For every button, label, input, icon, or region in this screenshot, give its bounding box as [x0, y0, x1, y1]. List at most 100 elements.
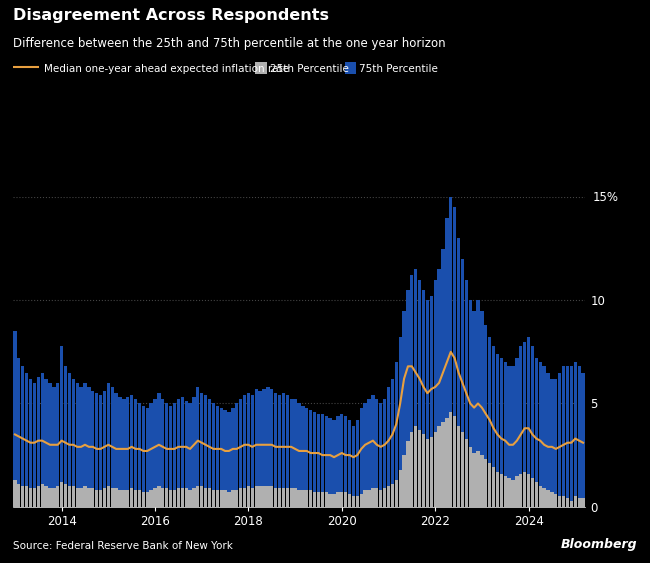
Bar: [515, 358, 519, 507]
Bar: [402, 455, 406, 507]
Bar: [32, 488, 36, 507]
Bar: [508, 478, 511, 507]
Bar: [519, 473, 523, 507]
Bar: [185, 401, 188, 507]
Bar: [220, 408, 223, 507]
Bar: [200, 393, 203, 507]
Bar: [212, 490, 215, 507]
Bar: [173, 490, 176, 507]
Bar: [235, 490, 239, 507]
Bar: [340, 414, 343, 507]
Text: 25th Percentile: 25th Percentile: [270, 64, 348, 74]
Bar: [150, 490, 153, 507]
Bar: [17, 358, 21, 507]
Bar: [282, 488, 285, 507]
Bar: [344, 416, 347, 507]
Bar: [48, 488, 51, 507]
Bar: [255, 486, 258, 507]
Bar: [523, 342, 526, 507]
Bar: [130, 395, 133, 507]
Bar: [383, 488, 386, 507]
Bar: [512, 480, 515, 507]
Bar: [239, 488, 242, 507]
Bar: [36, 377, 40, 507]
Bar: [414, 269, 417, 507]
Bar: [422, 435, 425, 507]
Bar: [247, 393, 250, 507]
Bar: [504, 476, 507, 507]
Bar: [344, 492, 347, 507]
Bar: [523, 472, 526, 507]
Bar: [375, 399, 378, 507]
Bar: [181, 397, 184, 507]
Bar: [465, 280, 468, 507]
Bar: [535, 358, 538, 507]
Bar: [25, 486, 28, 507]
Bar: [153, 488, 157, 507]
Bar: [457, 426, 460, 507]
Bar: [488, 463, 491, 507]
Bar: [161, 399, 164, 507]
Bar: [371, 488, 374, 507]
Bar: [309, 410, 313, 507]
Bar: [581, 373, 585, 507]
Bar: [251, 395, 254, 507]
Bar: [500, 358, 503, 507]
Bar: [551, 379, 554, 507]
Bar: [161, 488, 164, 507]
Bar: [235, 404, 239, 507]
Bar: [111, 488, 114, 507]
Bar: [224, 490, 227, 507]
Bar: [32, 383, 36, 507]
Bar: [56, 383, 59, 507]
Bar: [188, 490, 192, 507]
Bar: [220, 490, 223, 507]
Bar: [13, 331, 17, 507]
Bar: [278, 395, 281, 507]
Bar: [56, 486, 59, 507]
Bar: [239, 399, 242, 507]
Bar: [169, 405, 172, 507]
Bar: [367, 399, 370, 507]
Bar: [165, 488, 168, 507]
Bar: [224, 410, 227, 507]
Bar: [543, 488, 546, 507]
Bar: [551, 492, 554, 507]
Bar: [562, 497, 566, 507]
Bar: [216, 405, 219, 507]
Bar: [504, 362, 507, 507]
Bar: [301, 490, 305, 507]
Bar: [68, 373, 71, 507]
Bar: [263, 486, 266, 507]
Text: Source: Federal Reserve Bank of New York: Source: Federal Reserve Bank of New York: [13, 540, 233, 551]
Bar: [449, 412, 452, 507]
Bar: [297, 404, 301, 507]
Bar: [430, 296, 433, 507]
Bar: [336, 492, 339, 507]
Bar: [566, 498, 569, 507]
Bar: [391, 379, 394, 507]
Bar: [512, 367, 515, 507]
Text: Median one-year ahead expected inflation rate: Median one-year ahead expected inflation…: [44, 64, 289, 74]
Bar: [196, 387, 200, 507]
Bar: [278, 488, 281, 507]
Bar: [72, 379, 75, 507]
Bar: [363, 404, 367, 507]
Bar: [270, 486, 274, 507]
Bar: [320, 492, 324, 507]
Bar: [434, 280, 437, 507]
Bar: [293, 399, 297, 507]
Bar: [157, 486, 161, 507]
Bar: [410, 275, 413, 507]
Bar: [391, 484, 394, 507]
Bar: [227, 492, 231, 507]
Bar: [107, 486, 110, 507]
Bar: [134, 490, 137, 507]
Bar: [21, 486, 25, 507]
Bar: [328, 494, 332, 507]
Bar: [469, 447, 472, 507]
Bar: [332, 420, 335, 507]
Bar: [40, 373, 44, 507]
Bar: [231, 490, 235, 507]
Bar: [324, 492, 328, 507]
